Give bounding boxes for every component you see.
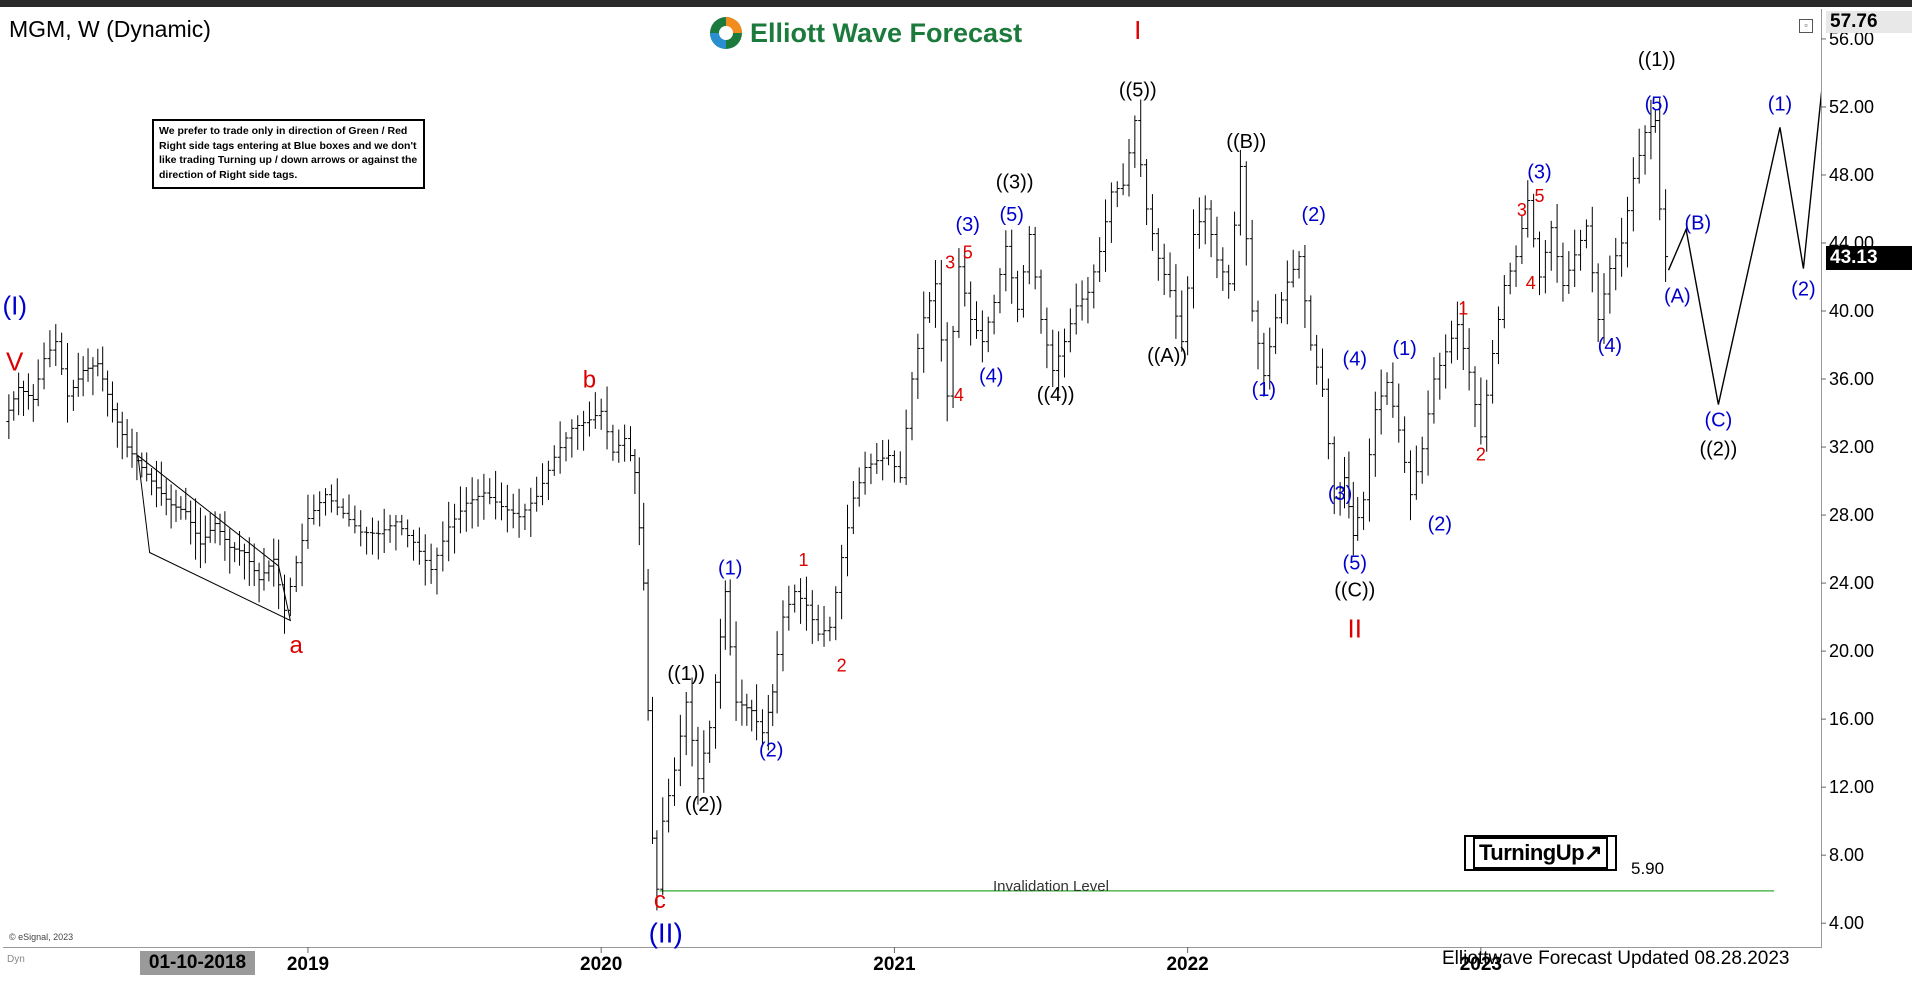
wave-label: (5)	[1645, 93, 1669, 115]
wave-label: a	[290, 632, 304, 659]
y-tick-label: 28.00	[1829, 505, 1874, 525]
y-tick-label: 36.00	[1829, 369, 1874, 389]
projection-path	[1667, 90, 1821, 405]
y-tick-label: 16.00	[1829, 709, 1874, 729]
wave-label: ((5))	[1119, 80, 1157, 102]
wave-label: (2)	[1791, 279, 1815, 301]
arrow-up-right-icon: ↗	[1584, 840, 1602, 865]
wave-label: II	[1348, 614, 1362, 644]
wave-label: (5)	[1343, 552, 1367, 574]
wave-label: (4)	[1343, 348, 1367, 370]
wave-label: (4)	[979, 365, 1003, 387]
y-tick-label: 52.00	[1829, 97, 1874, 117]
x-tick-label: 2019	[287, 954, 329, 975]
wave-label: (I)	[2, 290, 27, 320]
logo-text: Elliott Wave Forecast	[750, 17, 1023, 48]
top-price-tag: 57.76	[1826, 11, 1912, 33]
wave-label: 4	[1526, 273, 1536, 293]
wave-label: (1)	[1252, 379, 1276, 401]
y-tick-label: 24.00	[1829, 573, 1874, 593]
y-tick-label: 32.00	[1829, 437, 1874, 457]
wave-label: b	[583, 367, 596, 394]
wave-label: 4	[954, 385, 964, 405]
wave-label: (A)	[1664, 286, 1691, 308]
wave-label: ((1))	[1638, 49, 1676, 71]
x-tick-label: 2021	[873, 954, 916, 975]
wave-label: ((1))	[667, 663, 705, 685]
chart-frame	[3, 9, 1822, 948]
wave-label: ((3))	[996, 172, 1034, 194]
window-top-bar	[0, 0, 1912, 7]
updated-footer: Elliottwave Forecast Updated 08.28.2023	[1442, 948, 1790, 969]
y-tick-label: 12.00	[1829, 777, 1874, 797]
invalidation-value: 5.90	[1631, 859, 1665, 878]
wave-label: I	[1134, 15, 1141, 45]
wave-label: 5	[1534, 186, 1544, 206]
wave-label: (4)	[1598, 335, 1622, 357]
wave-label: (3)	[955, 214, 979, 236]
wave-label: ((2))	[685, 794, 723, 816]
y-tick-label: 8.00	[1829, 845, 1864, 865]
wave-label: (1)	[1768, 93, 1792, 115]
wave-label: 5	[963, 242, 973, 262]
wave-label: ((4))	[1037, 384, 1075, 406]
wave-label: 1	[1458, 298, 1468, 318]
wave-label: (2)	[1428, 513, 1452, 535]
logo-icon	[710, 17, 742, 49]
wave-label: (C)	[1704, 410, 1732, 432]
x-tick-label: 2023	[1460, 954, 1502, 975]
invalidation-label: Invalidation Level	[993, 878, 1109, 895]
wave-label: (5)	[999, 204, 1023, 226]
wave-label: ((C))	[1334, 580, 1375, 602]
logo: Elliott Wave Forecast	[708, 13, 1022, 53]
wave-label: c	[654, 887, 666, 914]
wave-label: (3)	[1328, 483, 1352, 505]
turning-up-label: TurningUp	[1479, 840, 1585, 865]
window-restore-icon[interactable]: ▫	[1799, 19, 1813, 33]
symbol-title: MGM, W (Dynamic)	[9, 16, 211, 42]
wave-label: 2	[837, 656, 847, 676]
wave-label: (B)	[1685, 212, 1712, 234]
wave-label: (II)	[649, 918, 683, 949]
wave-label: (1)	[1392, 338, 1416, 360]
triangle-pattern	[137, 454, 292, 622]
dyn-label[interactable]: Dyn	[7, 954, 25, 965]
wave-label: 3	[1517, 200, 1527, 220]
copyright: © eSignal, 2023	[9, 932, 74, 942]
turning-up-badge: TurningUp↗	[1464, 835, 1617, 871]
y-tick-label: 20.00	[1829, 641, 1874, 661]
wave-label: ((B))	[1226, 131, 1266, 153]
wave-label: 2	[1476, 445, 1486, 465]
wave-label: 3	[945, 252, 955, 272]
wave-label: (3)	[1527, 161, 1551, 183]
x-tick-label: 2022	[1166, 954, 1208, 975]
wave-label: ((2))	[1699, 439, 1737, 461]
cursor-date: 01-10-2018	[140, 951, 255, 975]
x-tick-label: 2020	[580, 954, 622, 975]
y-tick-label: 4.00	[1829, 913, 1864, 933]
wave-label: (1)	[718, 558, 742, 580]
wave-label: (2)	[759, 740, 783, 762]
y-tick-label: 48.00	[1829, 165, 1874, 185]
wave-label: (2)	[1301, 204, 1325, 226]
current-price-tag: 43.13	[1826, 246, 1912, 270]
wave-label: 1	[798, 550, 808, 570]
y-tick-label: 40.00	[1829, 301, 1874, 321]
wave-label: V	[6, 347, 24, 377]
y-tick-label: 56.00	[1829, 29, 1874, 49]
trading-note: We prefer to trade only in direction of …	[152, 119, 425, 189]
wave-label: ((A))	[1147, 345, 1187, 367]
